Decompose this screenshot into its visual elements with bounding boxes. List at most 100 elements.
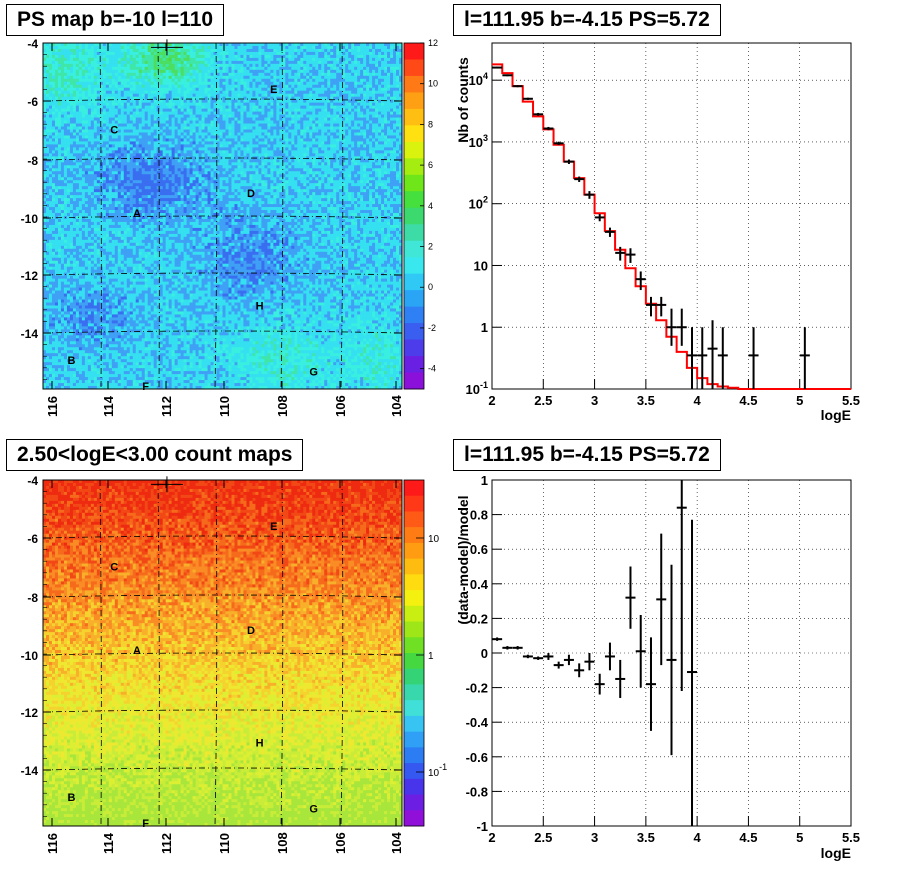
- tl-heatmap-cell: [141, 81, 146, 86]
- tl-heatmap-cell: [159, 51, 164, 56]
- tl-heatmap-cell: [345, 114, 349, 118]
- tl-heatmap-cell: [129, 43, 134, 47]
- tl-heatmap-cell: [135, 84, 140, 89]
- tl-heatmap-cell: [303, 114, 307, 118]
- tl-heatmap-cell: [63, 132, 68, 136]
- tl-heatmap-cell: [180, 66, 185, 71]
- tl-heatmap-cell: [369, 162, 373, 166]
- tl-heatmap-cell: [147, 162, 152, 166]
- tl-heatmap-cell: [237, 90, 241, 95]
- tl-heatmap-cell: [108, 162, 113, 166]
- tl-heatmap-cell: [252, 108, 256, 112]
- tl-heatmap-cell: [57, 57, 62, 62]
- tl-heatmap-cell: [258, 69, 262, 74]
- tl-heatmap-cell: [81, 141, 86, 145]
- tl-heatmap-cell: [171, 84, 176, 89]
- tl-heatmap-cell: [399, 150, 403, 154]
- tl-heatmap-cell: [378, 75, 382, 80]
- tl-heatmap-cell: [309, 60, 313, 65]
- tl-heatmap-cell: [330, 45, 334, 50]
- tl-heatmap-cell: [330, 159, 334, 163]
- tl-heatmap-cell: [165, 108, 170, 112]
- tl-heatmap-cell: [189, 45, 193, 50]
- tl-heatmap-cell: [162, 129, 167, 133]
- tl-heatmap-cell: [63, 162, 68, 166]
- tl-heatmap-cell: [147, 87, 152, 92]
- tl-heatmap-cell: [180, 43, 185, 47]
- tl-heatmap-cell: [285, 120, 289, 124]
- tl-heatmap-cell: [279, 87, 283, 92]
- tl-heatmap-cell: [291, 93, 295, 98]
- tl-heatmap-cell: [63, 123, 68, 127]
- tl-heatmap-cell: [246, 117, 250, 121]
- tl-heatmap-cell: [150, 147, 155, 151]
- tl-heatmap-cell: [345, 159, 349, 163]
- tl-heatmap-cell: [180, 102, 185, 107]
- tl-heatmap-cell: [150, 75, 155, 80]
- tl-heatmap-cell: [318, 159, 322, 163]
- tl-heatmap-cell: [255, 111, 259, 115]
- tl-heatmap-cell: [168, 54, 173, 59]
- tl-heatmap-cell: [117, 45, 122, 50]
- tl-heatmap-cell: [48, 105, 53, 110]
- tl-heatmap-cell: [165, 120, 170, 124]
- tl-heatmap-cell: [378, 105, 382, 110]
- tl-heatmap-cell: [258, 57, 262, 62]
- tl-heatmap-cell: [123, 81, 128, 86]
- tl-heatmap-cell: [297, 138, 301, 142]
- tl-heatmap-cell: [255, 159, 259, 163]
- tl-heatmap-cell: [147, 117, 152, 121]
- tl-heatmap-cell: [192, 153, 196, 157]
- tl-heatmap-cell: [345, 123, 349, 127]
- tl-heatmap-cell: [117, 99, 122, 104]
- tl-heatmap-cell: [360, 120, 364, 124]
- tl-heatmap-cell: [258, 84, 262, 89]
- tl-heatmap-cell: [237, 111, 241, 115]
- tl-heatmap-cell: [192, 72, 196, 77]
- tl-heatmap-cell: [129, 111, 134, 115]
- tl-heatmap-cell: [180, 138, 185, 142]
- tl-heatmap-cell: [363, 75, 367, 80]
- tl-heatmap-cell: [363, 48, 367, 53]
- tl-heatmap-cell: [228, 90, 232, 95]
- tl-heatmap-cell: [186, 72, 190, 77]
- tl-heatmap-cell: [186, 87, 190, 92]
- tl-heatmap-cell: [102, 72, 107, 77]
- tl-heatmap-cell: [399, 69, 403, 74]
- tl-heatmap-cell: [309, 54, 313, 59]
- tl-heatmap-cell: [360, 141, 364, 145]
- tl-heatmap-cell: [312, 60, 316, 65]
- tl-heatmap-cell: [369, 48, 373, 53]
- tl-heatmap-cell: [60, 129, 65, 133]
- tl-heatmap-cell: [399, 135, 403, 139]
- tl-heatmap-cell: [108, 156, 113, 160]
- tl-heatmap-cell: [216, 60, 220, 65]
- tl-heatmap-cell: [204, 111, 208, 115]
- tl-heatmap-cell: [396, 87, 400, 92]
- tl-heatmap-cell: [54, 141, 59, 145]
- tl-heatmap-cell: [183, 165, 187, 169]
- tl-heatmap-cell: [204, 135, 208, 139]
- tl-heatmap-cell: [120, 90, 125, 95]
- tl-heatmap-cell: [309, 141, 313, 145]
- tl-heatmap-cell: [84, 96, 89, 101]
- tl-heatmap-cell: [300, 132, 304, 136]
- tl-heatmap-cell: [285, 156, 289, 160]
- tl-heatmap-cell: [54, 45, 59, 50]
- tl-heatmap-cell: [81, 129, 86, 133]
- tl-heatmap-cell: [186, 54, 190, 59]
- tl-heatmap-cell: [183, 153, 187, 157]
- tl-heatmap-cell: [264, 43, 268, 47]
- tl-heatmap-cell: [72, 111, 77, 115]
- tl-heatmap-cell: [393, 156, 397, 160]
- tl-heatmap-cell: [375, 84, 379, 89]
- tl-heatmap-cell: [369, 99, 373, 104]
- tl-heatmap-cell: [78, 147, 83, 151]
- tl-heatmap-cell: [339, 141, 343, 145]
- tl-heatmap-cell: [384, 108, 388, 112]
- tl-heatmap-cell: [237, 120, 241, 124]
- tl-heatmap-cell: [348, 48, 352, 53]
- tl-heatmap-cell: [306, 111, 310, 115]
- tl-heatmap-cell: [234, 156, 238, 160]
- tl-heatmap-cell: [84, 159, 89, 163]
